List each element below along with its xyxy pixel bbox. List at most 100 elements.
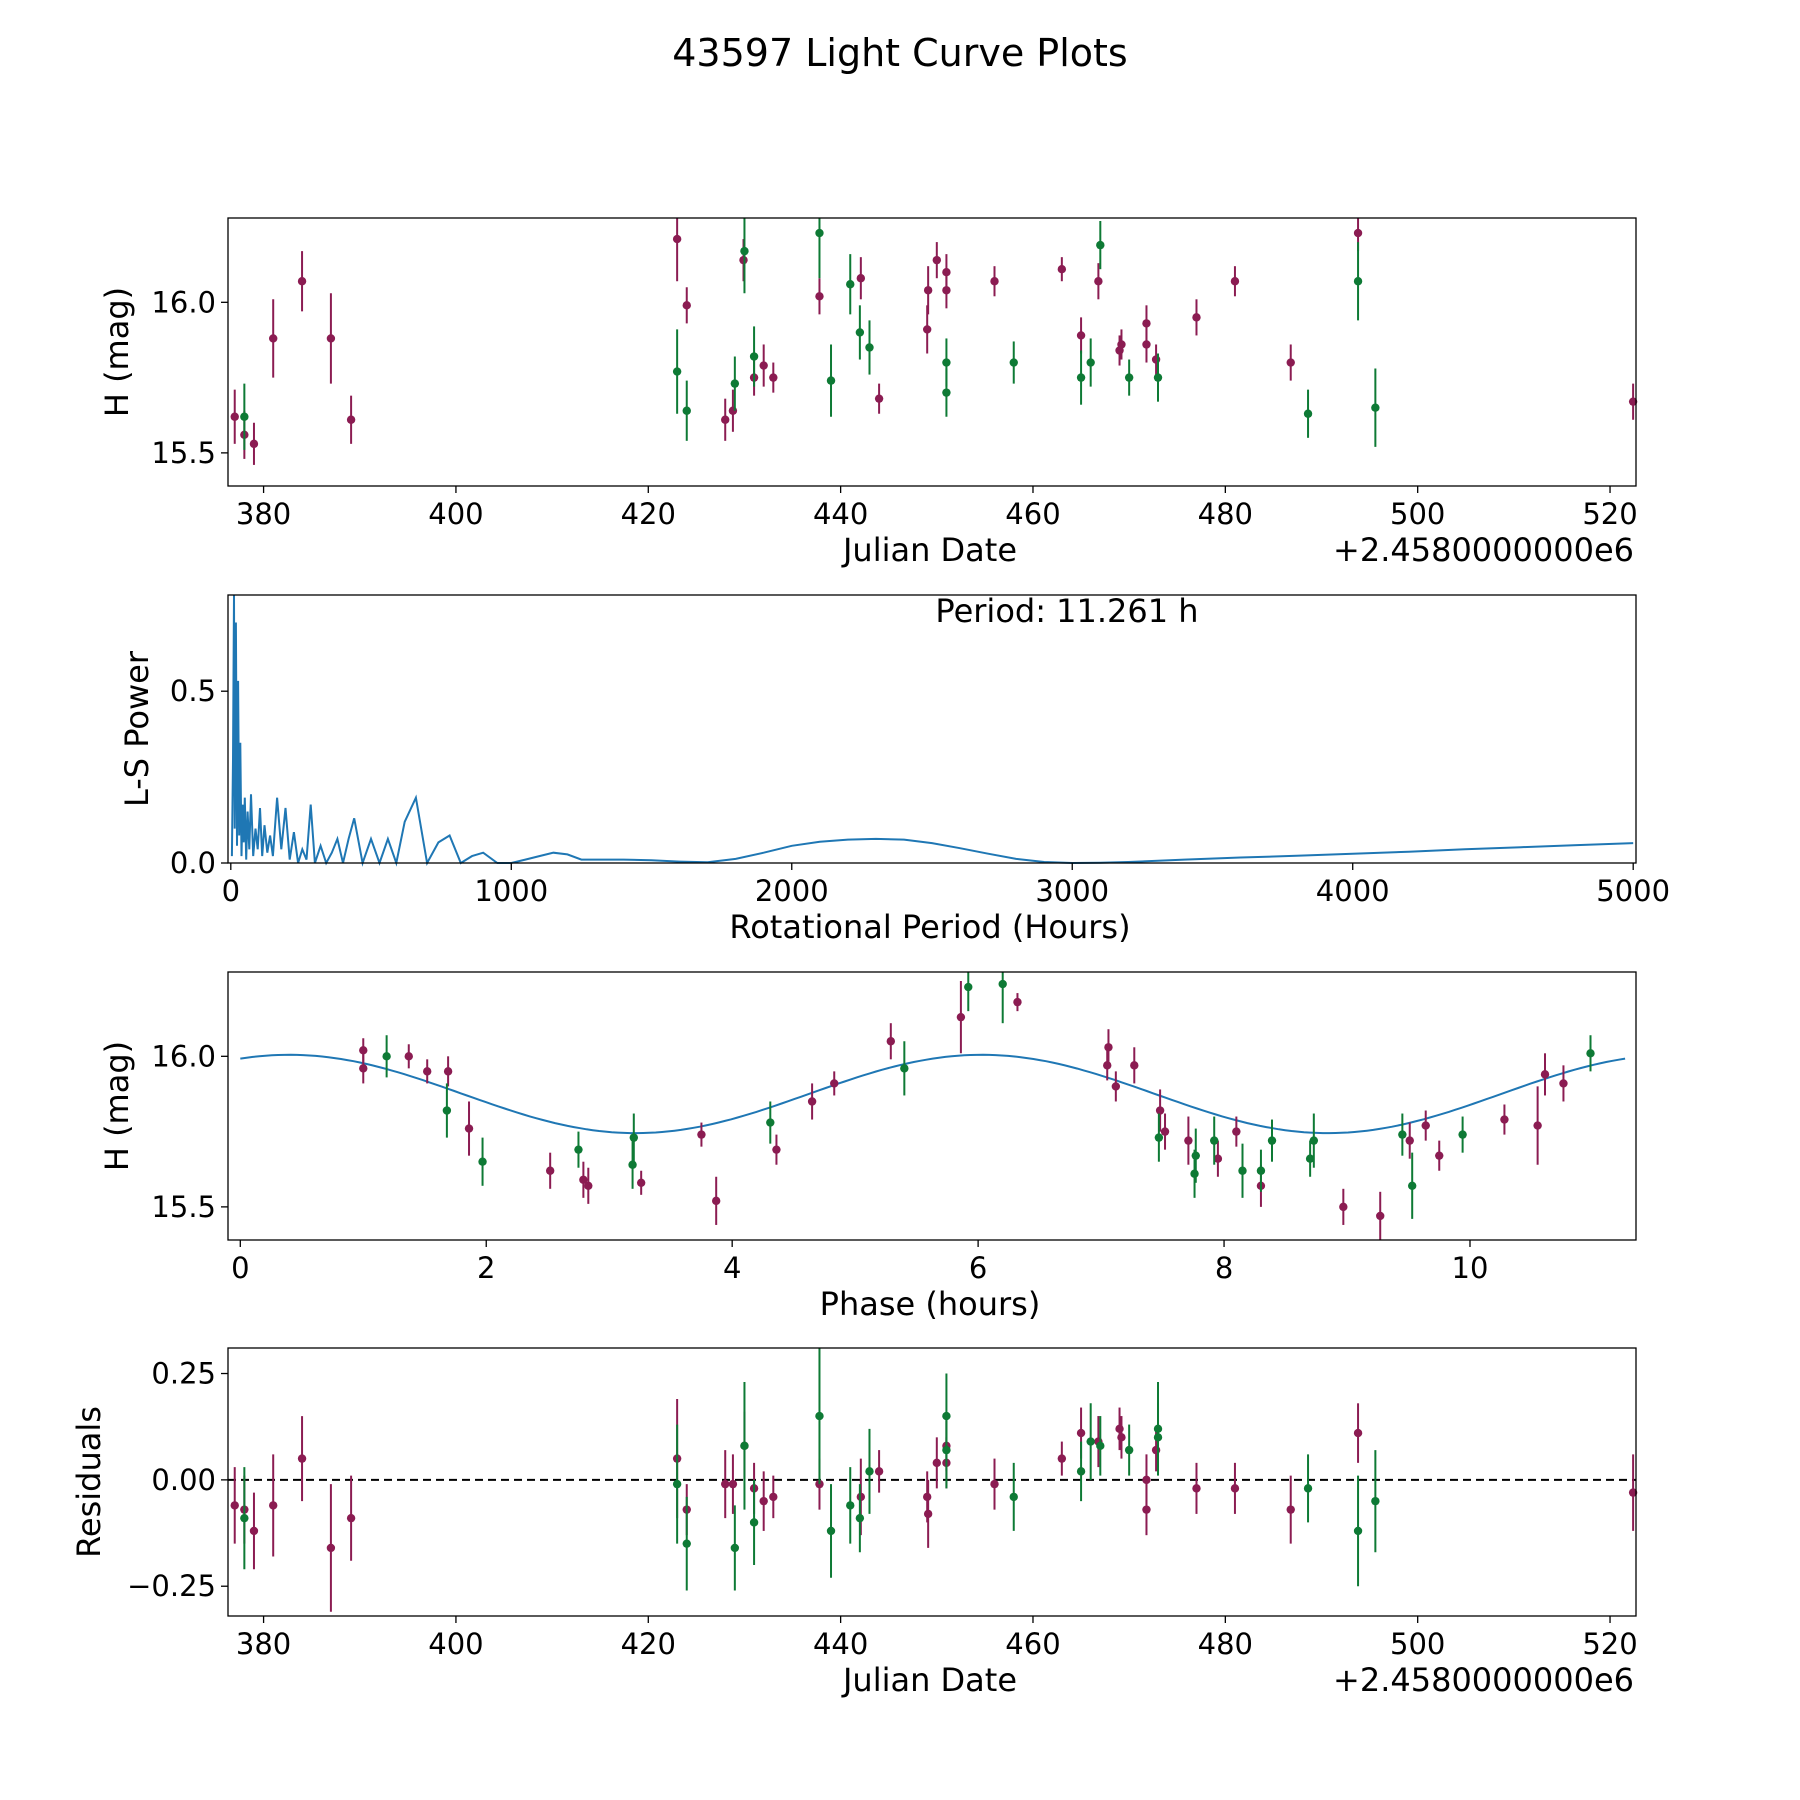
periodogram-panel: 0 1000 2000 3000 4000 5000 0.0 0.5 Period: 11.2…	[118, 592, 1670, 946]
data-point-green	[730, 1543, 740, 1553]
data-point-magenta	[1184, 1136, 1193, 1145]
data-point-magenta	[830, 1079, 839, 1088]
phased-marks	[240, 972, 1626, 1240]
data-point-green	[240, 1513, 249, 1523]
data-point-magenta	[1628, 397, 1638, 406]
data-point-magenta	[1213, 1154, 1223, 1163]
data-point-magenta	[230, 1501, 239, 1510]
data-point-green	[1458, 1130, 1467, 1139]
data-point-magenta	[326, 334, 336, 343]
data-point-magenta	[1151, 1445, 1161, 1455]
data-point-magenta	[682, 301, 691, 310]
lightcurve-marks	[230, 218, 1638, 465]
data-point-magenta	[359, 1064, 368, 1073]
data-point-green	[865, 343, 874, 352]
data-point-green	[1371, 1496, 1380, 1506]
data-point-green	[682, 1539, 691, 1548]
data-point-magenta	[1142, 1505, 1151, 1514]
data-point-magenta	[1076, 331, 1086, 340]
data-point-magenta	[772, 1145, 781, 1154]
periodogram-ylabel: L-S Power	[118, 650, 156, 807]
data-point-magenta	[672, 234, 682, 244]
data-point-green	[1076, 1467, 1086, 1476]
data-point-green	[1407, 1181, 1417, 1190]
residuals-xtick-label: 500	[1390, 1627, 1445, 1661]
data-point-magenta	[1353, 1428, 1363, 1438]
phased-xtick-label: 10	[1452, 1251, 1489, 1285]
periodogram-xtick-label: 3000	[1035, 874, 1109, 908]
residuals-ytick-label: 0.00	[151, 1463, 216, 1497]
data-point-magenta	[721, 415, 730, 424]
data-point-green	[1210, 1136, 1219, 1145]
periodogram-xtick-label: 2000	[755, 874, 829, 908]
residuals-xtick-label: 460	[1005, 1627, 1060, 1661]
data-point-magenta	[922, 325, 932, 334]
data-point-green	[815, 228, 824, 238]
data-point-green	[1086, 1437, 1095, 1446]
data-point-green	[672, 367, 682, 376]
data-point-magenta	[1286, 1505, 1295, 1514]
lightcurve-xtick-label: 380	[236, 497, 291, 531]
data-point-green	[478, 1157, 487, 1166]
data-point-green	[855, 1513, 865, 1523]
data-point-magenta	[464, 1124, 474, 1133]
data-point-magenta	[1115, 1424, 1124, 1434]
data-point-magenta	[1628, 1488, 1638, 1497]
data-point-magenta	[728, 406, 738, 415]
data-point-magenta	[1076, 1428, 1086, 1438]
periodogram-line	[230, 594, 1634, 867]
periodogram-xtick-label: 0	[222, 874, 240, 908]
data-point-magenta	[1142, 1475, 1151, 1485]
data-point-green	[1371, 403, 1380, 412]
data-point-magenta	[1192, 313, 1201, 322]
data-point-green	[1353, 1526, 1363, 1536]
data-point-green	[1124, 1445, 1134, 1455]
data-point-magenta	[1353, 228, 1363, 238]
data-point-magenta	[1339, 1202, 1348, 1212]
data-point-magenta	[359, 1046, 368, 1055]
data-point-magenta	[584, 1181, 593, 1190]
data-point-green	[826, 1526, 836, 1536]
data-point-magenta	[721, 1479, 730, 1489]
data-point-green	[1096, 240, 1105, 250]
data-point-green	[1009, 1492, 1018, 1502]
data-point-magenta	[932, 255, 942, 265]
data-point-magenta	[1103, 1061, 1112, 1070]
data-point-green	[1256, 1166, 1266, 1175]
data-point-magenta	[1130, 1061, 1139, 1070]
data-point-magenta	[856, 274, 866, 283]
periodogram-ticks: 0 1000 2000 3000 4000 5000 0.0 0.5	[170, 674, 1670, 908]
periodogram-xtick-label: 5000	[1596, 874, 1670, 908]
data-point-magenta	[932, 1458, 942, 1468]
residuals-ytick-label: 0.25	[151, 1357, 216, 1391]
data-point-green	[1303, 1484, 1313, 1493]
data-point-magenta	[942, 286, 951, 295]
periodogram-ytick-label: 0.0	[170, 846, 216, 880]
lightcurve-xtick-label: 440	[813, 497, 868, 531]
data-point-green	[749, 1518, 759, 1527]
phased-xlabel: Phase (hours)	[820, 1285, 1041, 1323]
data-point-green	[998, 979, 1007, 989]
lightcurve-ytick-label: 15.5	[151, 436, 216, 470]
data-point-magenta	[886, 1037, 896, 1046]
data-point-magenta	[443, 1067, 453, 1076]
data-point-magenta	[1160, 1127, 1170, 1136]
periodogram-frame	[227, 594, 1637, 864]
data-point-magenta	[1405, 1136, 1414, 1145]
residuals-xlabel: Julian Date	[841, 1661, 1017, 1699]
phased-xtick-label: 0	[231, 1251, 249, 1285]
lightcurve-xtick-label: 480	[1198, 497, 1253, 531]
data-point-magenta	[1230, 1484, 1240, 1493]
phased-frame	[227, 971, 1637, 1241]
data-point-magenta	[1094, 277, 1103, 286]
data-point-magenta	[728, 1479, 738, 1489]
data-point-magenta	[249, 1526, 259, 1536]
data-point-green	[1267, 1136, 1277, 1145]
data-point-magenta	[1013, 997, 1022, 1007]
residuals-ylabel: Residuals	[70, 1406, 108, 1558]
data-point-green	[382, 1052, 391, 1061]
data-point-green	[1586, 1049, 1595, 1058]
data-point-magenta	[269, 334, 278, 343]
data-point-green	[1153, 373, 1163, 382]
data-point-magenta	[923, 286, 933, 295]
